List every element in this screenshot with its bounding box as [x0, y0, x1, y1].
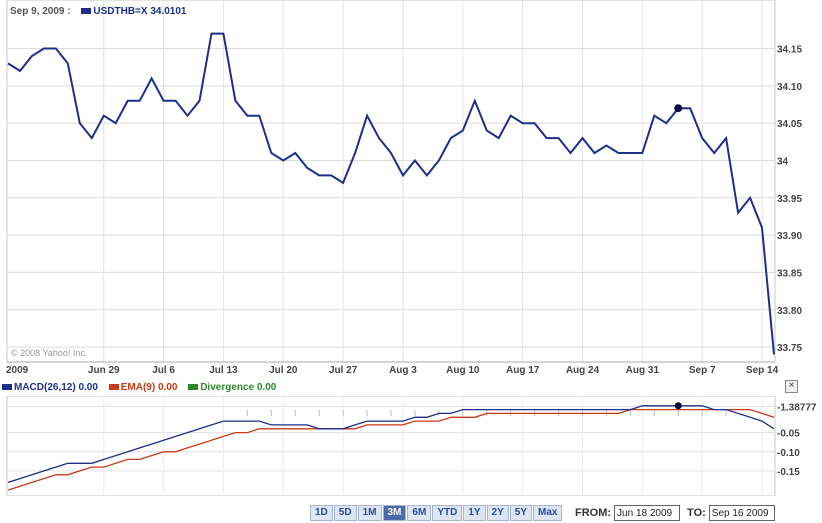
macd-swatch	[2, 384, 12, 391]
to-label: TO:	[687, 507, 706, 519]
divergence-value: 0.00	[256, 382, 277, 393]
y-tick-label: 33.85	[777, 268, 802, 279]
range-5d-button[interactable]: 5D	[333, 505, 357, 521]
x-tick-label: 2009	[6, 365, 29, 376]
macd-value: 0.00	[78, 382, 98, 393]
range-5y-button[interactable]: 5Y	[509, 505, 533, 521]
x-tick-label: Aug 24	[566, 365, 600, 376]
divergence-swatch	[188, 384, 199, 391]
y-tick-label: 34.05	[777, 119, 802, 130]
macd-legend: MACD(26,12) 0.00 EMA(9) 0.00 Divergence …	[0, 382, 276, 393]
range-1y-button[interactable]: 1Y	[463, 505, 486, 521]
x-tick-label: Jul 6	[152, 365, 175, 376]
x-tick-label: Aug 3	[389, 365, 417, 376]
price-marker-point	[674, 104, 683, 113]
range-1d-button[interactable]: 1D	[310, 505, 333, 521]
macd-y-tick-label: -0.05	[777, 429, 800, 440]
macd-y-tick-label: -1.38777	[777, 403, 817, 414]
to-date-input[interactable]	[708, 505, 775, 521]
macd-series-line	[7, 405, 775, 484]
copyright-text: © 2008 Yahoo! Inc.	[11, 348, 88, 358]
divergence-label: Divergence	[200, 382, 255, 393]
y-tick-label: 34.10	[777, 82, 802, 93]
range-2y-button[interactable]: 2Y	[486, 505, 509, 521]
header-date: Sep 9, 2009 :	[10, 6, 71, 17]
macd-y-tick-label: -0.10	[777, 448, 800, 459]
y-tick-label: 33.80	[777, 306, 802, 317]
range-max-button[interactable]: Max	[533, 505, 563, 521]
x-tick-label: Jul 20	[269, 365, 298, 376]
ema-swatch	[108, 384, 119, 391]
range-6m-button[interactable]: 6M	[407, 505, 432, 521]
from-date-input[interactable]	[614, 505, 681, 521]
date-range-controls: FROM: TO:	[575, 505, 775, 521]
x-tick-label: Sep 14	[746, 365, 779, 376]
plot-area	[6, 0, 776, 363]
y-tick-label: 33.95	[777, 194, 802, 205]
ema-label: EMA(9)	[120, 382, 156, 393]
y-tick-label: 34	[777, 156, 789, 167]
header-symbol: USDTHB=X	[93, 6, 148, 17]
macd-label: MACD(26,12)	[14, 382, 76, 393]
x-tick-label: Jul 27	[329, 365, 358, 376]
x-tick-label: Sep 7	[689, 365, 716, 376]
price-chart[interactable]: 34.15 34.10 34.05 34 33.95 33.90 33.85 33.80 33.…	[0, 0, 822, 380]
range-3m-button[interactable]: 3M	[382, 505, 407, 521]
y-tick-label: 33.90	[777, 231, 802, 242]
x-tick-label: Aug 10	[446, 365, 480, 376]
x-tick-label: Aug 17	[506, 365, 540, 376]
close-indicator-button[interactable]: ×	[785, 380, 798, 393]
header-value: 34.0101	[150, 6, 187, 17]
price-series-swatch	[81, 8, 92, 15]
range-ytd-button[interactable]: YTD	[432, 505, 463, 521]
price-series-line	[7, 32, 775, 355]
ema-series-line	[7, 408, 775, 491]
macd-marker-point	[674, 402, 682, 410]
y-tick-label: 34.15	[777, 45, 802, 56]
x-tick-label: Jul 13	[209, 365, 238, 376]
y-tick-label: 33.75	[777, 343, 802, 354]
from-label: FROM:	[575, 507, 612, 519]
x-tick-label: Aug 31	[626, 365, 660, 376]
macd-y-tick-label: -0.15	[777, 467, 800, 478]
chart-header-legend: Sep 9, 2009 : USDTHB=X 34.0101	[10, 6, 187, 17]
range-button-bar: 1D 5D 1M 3M 6M YTD 1Y 2Y 5Y Max	[310, 505, 563, 521]
macd-chart[interactable]: -1.38777 -0.05 -0.10 -0.15	[0, 396, 822, 496]
x-tick-label: Jun 29	[88, 365, 120, 376]
ema-value: 0.00	[157, 382, 178, 393]
range-1m-button[interactable]: 1M	[357, 505, 382, 521]
